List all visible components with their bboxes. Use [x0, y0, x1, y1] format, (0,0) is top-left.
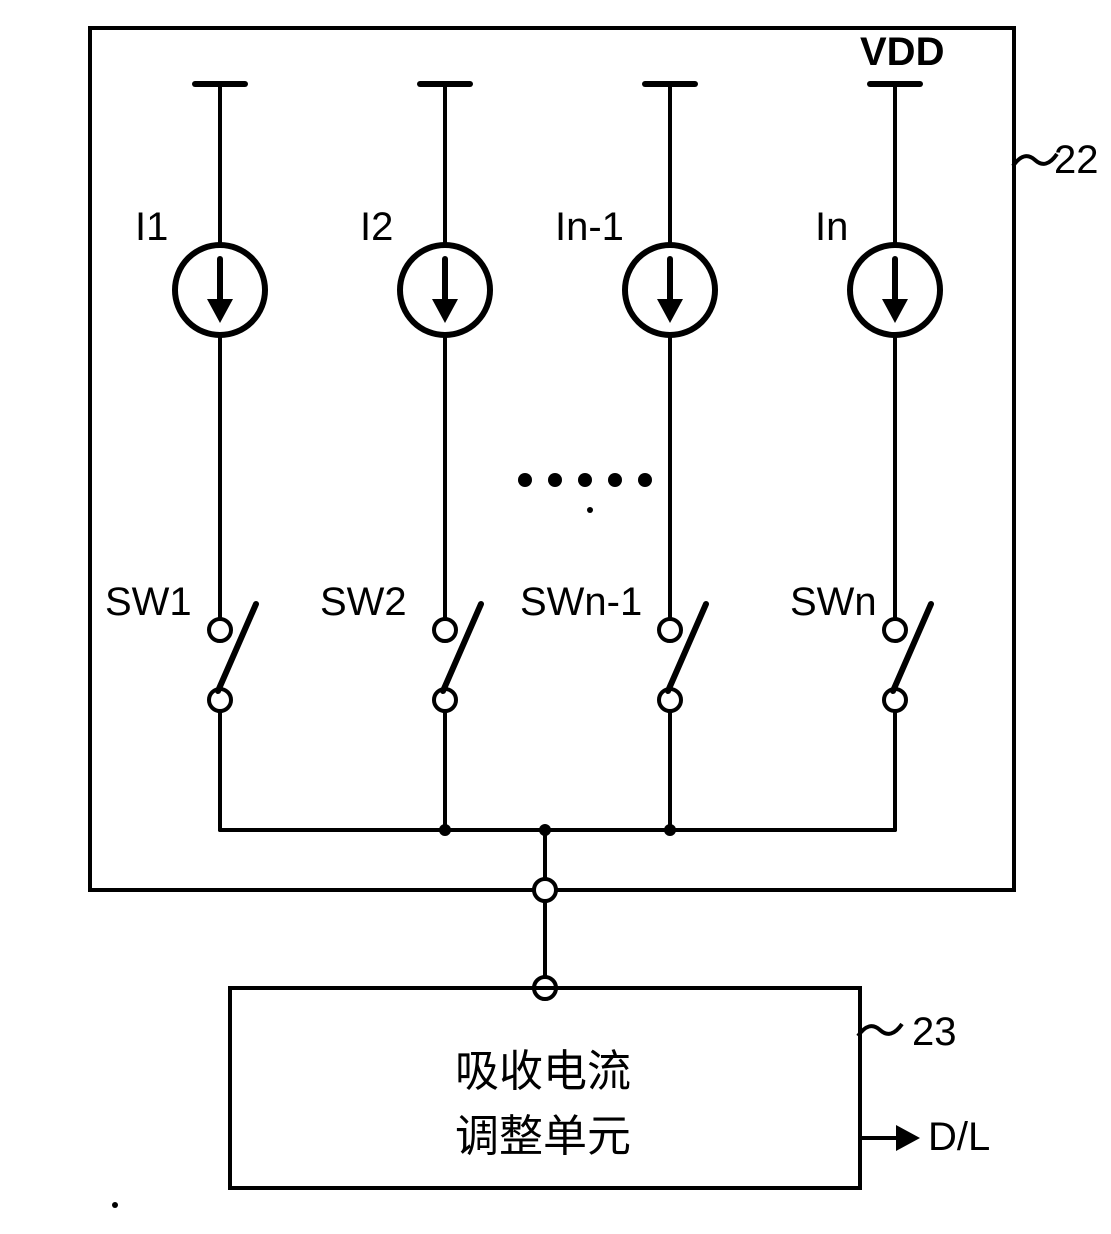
source-label-In-1: In-1 — [555, 205, 624, 250]
switch-label-SW2: SW2 — [320, 580, 407, 625]
vdd-label: VDD — [860, 30, 944, 75]
sink-unit-line2: 调整单元 — [455, 1100, 631, 1164]
source-label-I1: I1 — [135, 205, 168, 250]
switch-label-SW1: SW1 — [105, 580, 192, 625]
source-label-I2: I2 — [360, 205, 393, 250]
source-label-In: In — [815, 205, 848, 250]
switch-label-SWn-1: SWn-1 — [520, 580, 642, 625]
switch-label-SWn: SWn — [790, 580, 877, 625]
sink-unit-line1: 吸收电流 — [455, 1035, 631, 1099]
block23-reference: 23 — [912, 1010, 957, 1055]
output-label: D/L — [928, 1115, 990, 1160]
block22-reference: 22 — [1054, 138, 1099, 183]
